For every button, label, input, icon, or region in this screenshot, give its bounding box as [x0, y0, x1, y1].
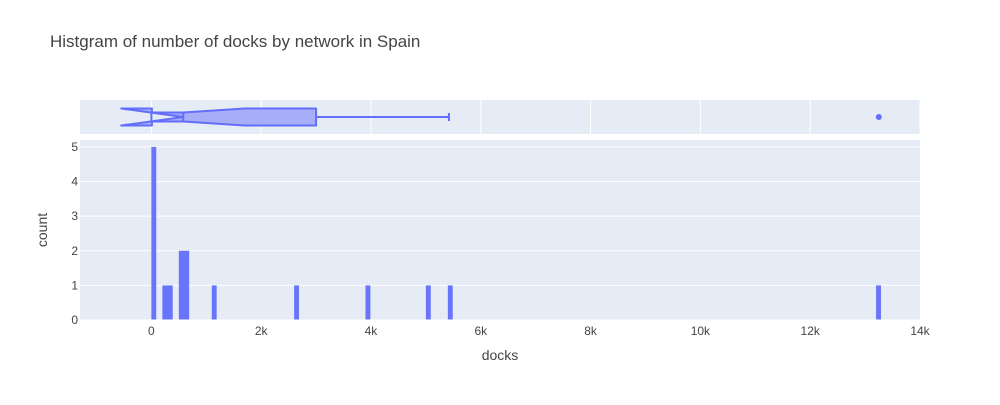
x-tick-label: 12k: [801, 324, 821, 338]
histogram-bar: [365, 285, 371, 320]
histogram-bar: [162, 285, 173, 320]
x-tick-label: 10k: [691, 324, 711, 338]
x-axis-title: docks: [482, 347, 519, 363]
histogram-bar: [211, 285, 217, 320]
x-tick-label: 4k: [365, 324, 379, 338]
histogram-plot-area: [80, 140, 920, 320]
x-tick-label: 14k: [910, 324, 930, 338]
histogram-bar: [425, 285, 431, 320]
x-tick-label: 0: [148, 324, 155, 338]
histogram-bar: [294, 285, 300, 320]
chart-title: Histgram of number of docks by network i…: [50, 32, 421, 51]
box-outlier-point: [875, 114, 882, 120]
y-tick-label: 4: [71, 175, 78, 189]
y-axis-title: count: [34, 213, 50, 247]
y-tick-label: 0: [71, 313, 78, 327]
x-tick-label: 6k: [474, 324, 488, 338]
y-tick-label: 2: [71, 244, 78, 258]
y-tick-label: 5: [71, 140, 78, 154]
histogram-bar: [447, 285, 453, 320]
box-body: [120, 107, 318, 127]
histogram-bar: [178, 250, 190, 320]
x-tick-label: 8k: [584, 324, 598, 338]
x-tick-label: 2k: [255, 324, 269, 338]
y-tick-label: 3: [71, 209, 78, 223]
histogram-bar: [151, 146, 157, 320]
y-tick-label: 1: [71, 278, 78, 292]
histogram-bar: [876, 285, 881, 320]
